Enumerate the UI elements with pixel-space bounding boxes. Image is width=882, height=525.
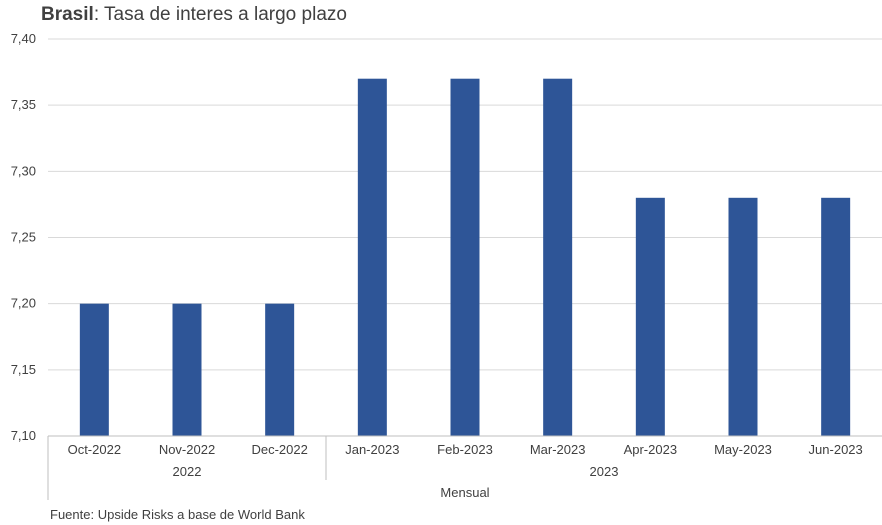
bar [635,197,665,436]
x-tick-label: Dec-2022 [251,442,307,457]
bar [821,197,851,436]
chart-title-rest: : Tasa de interes a largo plazo [93,4,347,25]
y-tick-label: 7,35 [11,97,36,112]
x-tick-label: May-2023 [714,442,772,457]
y-tick-label: 7,10 [11,428,36,443]
y-tick-label: 7,25 [11,230,36,245]
bar [450,78,480,436]
bar [357,78,387,436]
y-tick-label: 7,40 [11,31,36,46]
x-tick-label: Feb-2023 [437,442,493,457]
x-tick-label: Nov-2022 [159,442,215,457]
chart-title: Brasil: Tasa de interes a largo plazo [41,4,347,26]
x-tick-label: Jun-2023 [809,442,863,457]
y-tick-label: 7,30 [11,163,36,178]
chart-title-bold: Brasil [41,4,94,25]
source-note: Fuente: Upside Risks a base de World Ban… [50,507,305,522]
bar [728,197,758,436]
x-tick-label: Jan-2023 [345,442,399,457]
year-group-label: 2022 [173,464,202,479]
bar [172,303,202,436]
x-tick-label: Oct-2022 [68,442,121,457]
bar [79,303,109,436]
bar [265,303,295,436]
frequency-label: Mensual [440,485,489,500]
y-tick-label: 7,15 [11,362,36,377]
x-tick-label: Mar-2023 [530,442,586,457]
x-tick-label: Apr-2023 [624,442,677,457]
year-group-label: 2023 [590,464,619,479]
y-tick-label: 7,20 [11,296,36,311]
bar [543,78,573,436]
